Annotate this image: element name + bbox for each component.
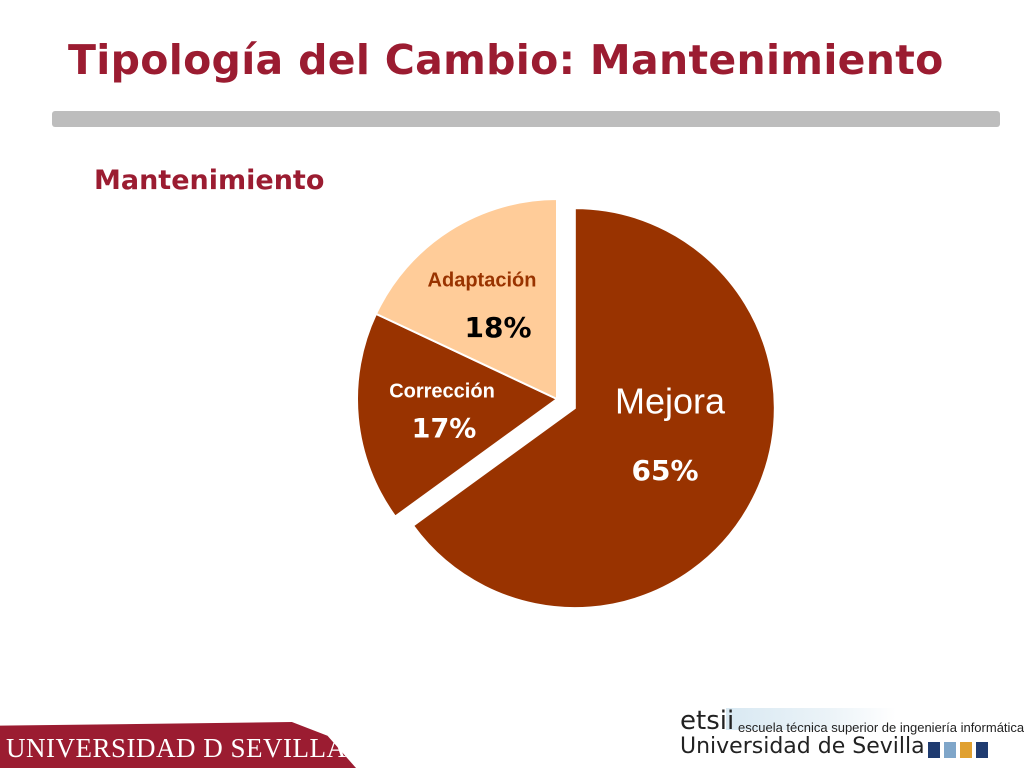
logo-square-icon: [928, 742, 940, 758]
slice-value-mejora: 65%: [631, 454, 698, 487]
slice-label-mejora: Mejora: [615, 381, 726, 422]
university-logo: UNIVERSIDAD D SEVILLA: [0, 722, 356, 768]
pie-slice-correccion: [356, 312, 559, 518]
etsii-full-name: escuela técnica superior de ingeniería i…: [738, 720, 1024, 735]
logo-square-icon: [976, 742, 988, 758]
title-divider: [52, 111, 1000, 127]
chart-subtitle: Mantenimiento: [94, 165, 325, 196]
university-logo-text: UNIVERSIDAD D SEVILLA: [6, 733, 347, 763]
logo-square-icon: [960, 742, 972, 758]
logo-square-icon: [944, 742, 956, 758]
etsii-banner: [726, 708, 896, 730]
slide-title: Tipología del Cambio: Mantenimiento: [68, 36, 944, 84]
slice-value-correccion: 17%: [412, 414, 477, 445]
etsii-logo: etsii escuela técnica superior de ingeni…: [676, 706, 1024, 768]
slice-label-correccion: Corrección: [389, 380, 495, 402]
pie-slice-adaptacion: [374, 197, 558, 401]
slice-label-adaptacion: Adaptación: [428, 269, 537, 291]
pie-slice-mejora: [411, 207, 776, 610]
slice-value-adaptacion: 18%: [464, 311, 531, 344]
etsii-word: etsii: [680, 706, 735, 736]
etsii-university: Universidad de Sevilla: [680, 734, 925, 759]
logo-band: [0, 722, 356, 768]
